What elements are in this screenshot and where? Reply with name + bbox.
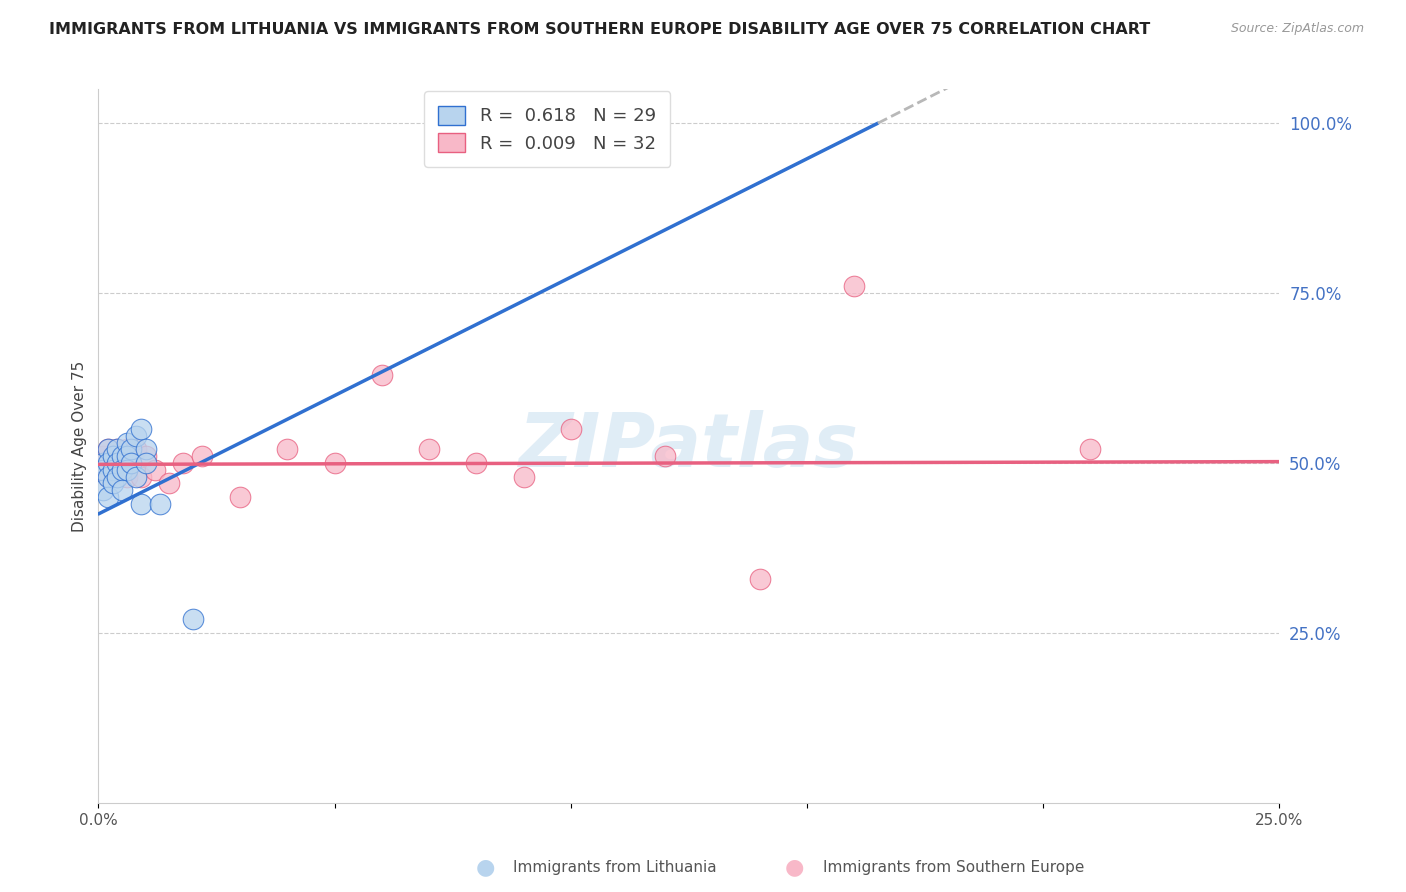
Text: ●: ●: [475, 857, 495, 877]
Point: [111, 463, 134, 477]
Point: [101, 476, 124, 491]
Point: [115, 469, 138, 483]
Point: [512, 469, 534, 483]
Point: [121, 456, 143, 470]
Point: [91, 463, 114, 477]
Text: IMMIGRANTS FROM LITHUANIA VS IMMIGRANTS FROM SOUTHERN EUROPE DISABILITY AGE OVER: IMMIGRANTS FROM LITHUANIA VS IMMIGRANTS …: [49, 22, 1150, 37]
Point: [418, 442, 440, 457]
Point: [191, 449, 214, 463]
Point: [101, 449, 124, 463]
Text: ●: ●: [785, 857, 804, 877]
Point: [115, 442, 138, 457]
Point: [91, 463, 114, 477]
Point: [748, 572, 770, 586]
Point: [129, 469, 152, 483]
Point: [111, 449, 134, 463]
Point: [115, 435, 138, 450]
Point: [125, 469, 148, 483]
Point: [97, 456, 120, 470]
Point: [844, 279, 866, 293]
Legend: R =  0.618   N = 29, R =  0.009   N = 32: R = 0.618 N = 29, R = 0.009 N = 32: [425, 91, 671, 167]
Point: [97, 469, 120, 483]
Point: [560, 422, 582, 436]
Point: [105, 442, 128, 457]
Text: Immigrants from Southern Europe: Immigrants from Southern Europe: [823, 860, 1084, 874]
Point: [135, 456, 157, 470]
Point: [101, 449, 124, 463]
Point: [105, 469, 128, 483]
Point: [111, 483, 134, 498]
Text: Source: ZipAtlas.com: Source: ZipAtlas.com: [1230, 22, 1364, 36]
Point: [371, 368, 394, 382]
Point: [91, 483, 114, 498]
Point: [157, 476, 180, 491]
Y-axis label: Disability Age Over 75: Disability Age Over 75: [72, 360, 87, 532]
Point: [323, 456, 346, 470]
Point: [129, 422, 152, 436]
Point: [115, 463, 138, 477]
Point: [276, 442, 298, 457]
Point: [121, 456, 143, 470]
Point: [121, 442, 143, 457]
Text: ZIPatlas: ZIPatlas: [519, 409, 859, 483]
Point: [125, 442, 148, 457]
Point: [125, 429, 148, 443]
Point: [229, 490, 252, 504]
Point: [172, 456, 194, 470]
Point: [97, 469, 120, 483]
Point: [135, 449, 157, 463]
Point: [101, 463, 124, 477]
Point: [1080, 442, 1102, 457]
Point: [181, 612, 204, 626]
Point: [97, 442, 120, 457]
Point: [105, 442, 128, 457]
Point: [135, 442, 157, 457]
Point: [105, 456, 128, 470]
Point: [465, 456, 488, 470]
Point: [654, 449, 676, 463]
Point: [97, 442, 120, 457]
Point: [143, 463, 166, 477]
Point: [111, 449, 134, 463]
Point: [115, 449, 138, 463]
Text: Immigrants from Lithuania: Immigrants from Lithuania: [513, 860, 717, 874]
Point: [105, 456, 128, 470]
Point: [101, 463, 124, 477]
Point: [111, 463, 134, 477]
Point: [97, 490, 120, 504]
Point: [129, 497, 152, 511]
Point: [91, 456, 114, 470]
Point: [149, 497, 172, 511]
Point: [91, 449, 114, 463]
